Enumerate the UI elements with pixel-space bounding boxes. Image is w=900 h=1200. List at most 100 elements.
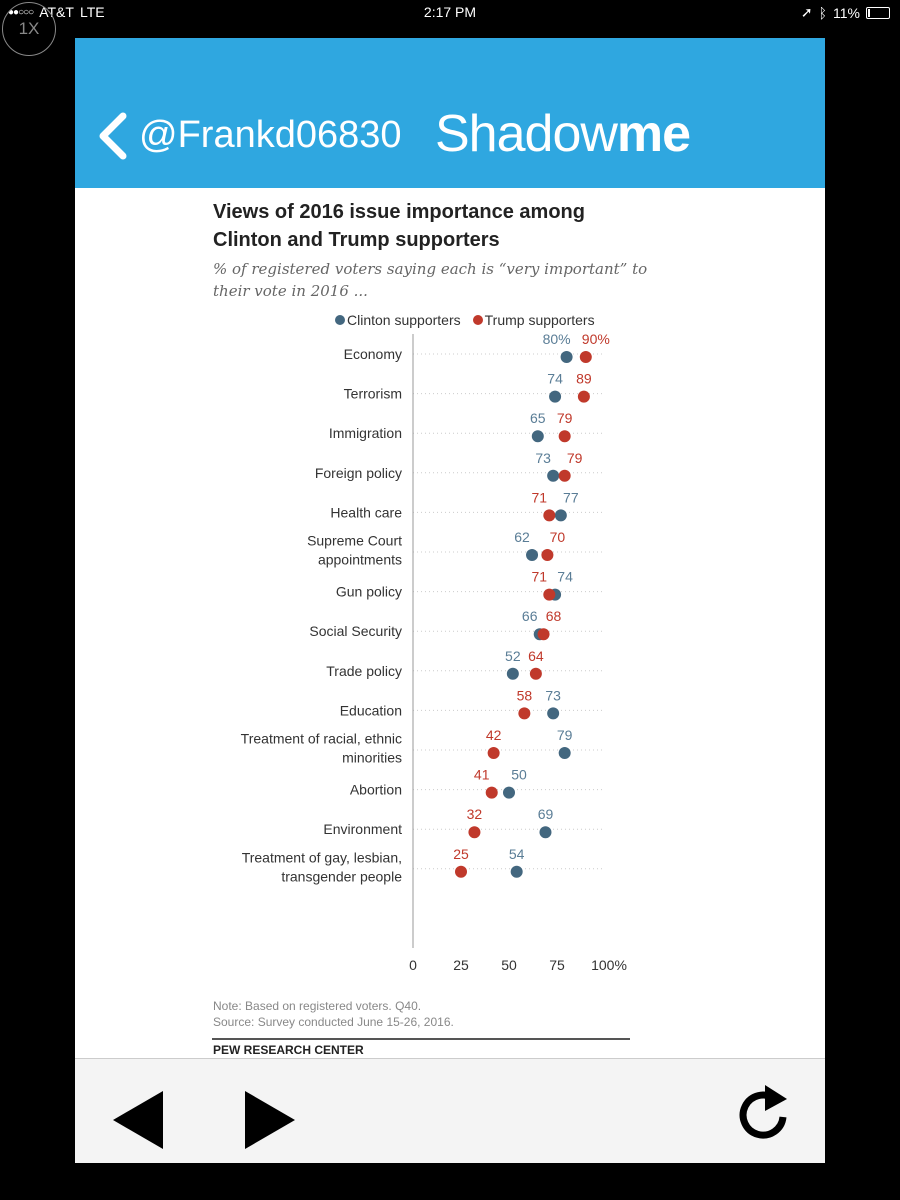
clinton-point [549,390,562,403]
trump-value-label: 71 [532,489,548,505]
clinton-value-label: 62 [514,529,530,545]
reload-icon[interactable] [735,1081,795,1145]
header: @Frankd06830 Shadowme [75,38,825,188]
trump-point [455,865,467,878]
x-tick-label: 75 [549,957,565,973]
category-label: Supreme Court [307,533,402,549]
legend-item-clinton: Clinton supporters [335,312,461,328]
x-tick-label: 0 [409,957,417,973]
category-label: Trade policy [326,663,402,679]
trump-point [485,786,498,799]
clinton-point [539,826,552,839]
trump-value-label: 25 [453,846,469,862]
trump-value-label: 68 [546,608,562,624]
clinton-value-label: 74 [547,371,563,387]
x-tick-label: 100% [591,957,627,973]
divider [212,1038,630,1040]
trump-value-label: 79 [557,410,573,426]
category-label: Immigration [329,425,402,441]
back-arrow-icon[interactable] [111,1089,165,1151]
trump-value-label: 71 [532,569,548,585]
trump-value-label: 70 [550,529,566,545]
trump-point [558,469,571,482]
clinton-point [503,786,515,799]
chart-title-line: Views of 2016 issue importance among [213,201,585,223]
category-label: minorities [342,750,402,766]
trump-point [541,549,554,561]
clinton-value-label: 79 [557,727,573,743]
clock: 2:17 PM [423,4,477,20]
clinton-point [560,351,573,363]
category-label: Gun policy [336,584,402,600]
trump-value-label: 90% [582,331,610,347]
category-label: Foreign policy [315,465,402,481]
bottom-toolbar [75,1058,825,1163]
category-label: Health care [330,504,402,520]
clinton-point [554,509,567,522]
source-organization: PEW RESEARCH CENTER [213,1043,364,1057]
trump-point [543,588,556,601]
chart-notes: Note: Based on registered voters. Q40. S… [213,998,454,1030]
back-chevron-icon[interactable] [93,110,133,162]
category-label: Education [340,702,402,718]
brand-bold: me [616,105,691,163]
trump-value-label: 79 [567,450,583,466]
x-tick-label: 25 [453,957,469,973]
trump-point [468,826,481,839]
clinton-value-label: 77 [563,489,579,505]
category-label: transgender people [281,868,402,884]
trump-value-label: 42 [486,727,502,743]
category-label: Environment [323,821,402,837]
legend-label-trump: Trump supporters [484,312,595,328]
legend-dot-trump [472,315,483,325]
dot-plot-chart: Economy 80% 90% Terrorism 74 89 Immigration 65 7… [241,331,627,973]
trump-point [558,430,571,443]
status-bar: ●●○○○ AT&T LTE 2:17 PM ➚ ᛒ 11% [0,0,900,26]
category-label: Economy [344,346,402,362]
status-right: ➚ ᛒ 11% [801,4,890,21]
clinton-point [547,707,560,720]
clinton-value-label: 69 [538,806,554,822]
trump-point [579,351,592,363]
forward-arrow-icon[interactable] [243,1089,297,1151]
clinton-value-label: 74 [557,569,573,585]
category-label: Terrorism [344,386,402,402]
chart-subtitle-line: their vote in 2016 ... [213,282,368,300]
x-tick-label: 50 [501,957,517,973]
clinton-value-label: 54 [509,846,525,862]
chart-subtitle: % of registered voters saying each is “v… [213,258,653,302]
trump-value-label: 32 [467,806,483,822]
trump-point [487,747,500,759]
trump-value-label: 89 [576,371,592,387]
user-handle[interactable]: @Frankd06830 [139,114,402,156]
clinton-value-label: 73 [545,687,561,703]
network: LTE [79,4,105,20]
article-content: Views of 2016 issue importance among Cli… [75,188,825,1058]
trump-value-label: 64 [528,648,544,664]
legend-label-clinton: Clinton supporters [347,312,461,328]
category-label: Social Security [309,623,402,639]
clinton-value-label: 80% [543,331,571,347]
source-text: Source: Survey conducted June 15-26, 201… [213,1015,454,1029]
trump-point [537,628,550,641]
legend-dot-clinton [335,315,345,325]
chart-title-line: Clinton and Trump supporters [213,229,500,251]
trump-point [543,509,556,522]
trump-point [529,667,542,680]
clinton-value-label: 52 [505,648,521,664]
trump-value-label: 58 [517,687,533,703]
battery-percent: 11% [833,4,860,21]
clinton-value-label: 65 [530,410,546,426]
clinton-point [510,865,523,878]
app-window: @Frankd06830 Shadowme Views of 2016 issu… [75,38,825,1163]
category-label: Abortion [350,782,402,798]
clinton-value-label: 50 [511,767,527,783]
chart-legend: Clinton supporters Trump supporters [335,312,595,328]
clinton-value-label: 73 [535,450,551,466]
zoom-badge[interactable]: 1X [2,2,56,56]
note-text: Note: Based on registered voters. Q40. [213,999,422,1013]
category-label: appointments [318,552,402,568]
location-icon: ➚ [800,4,813,20]
chart-title: Views of 2016 issue importance among Cli… [213,198,653,254]
category-label: Treatment of racial, ethnic [241,731,402,747]
